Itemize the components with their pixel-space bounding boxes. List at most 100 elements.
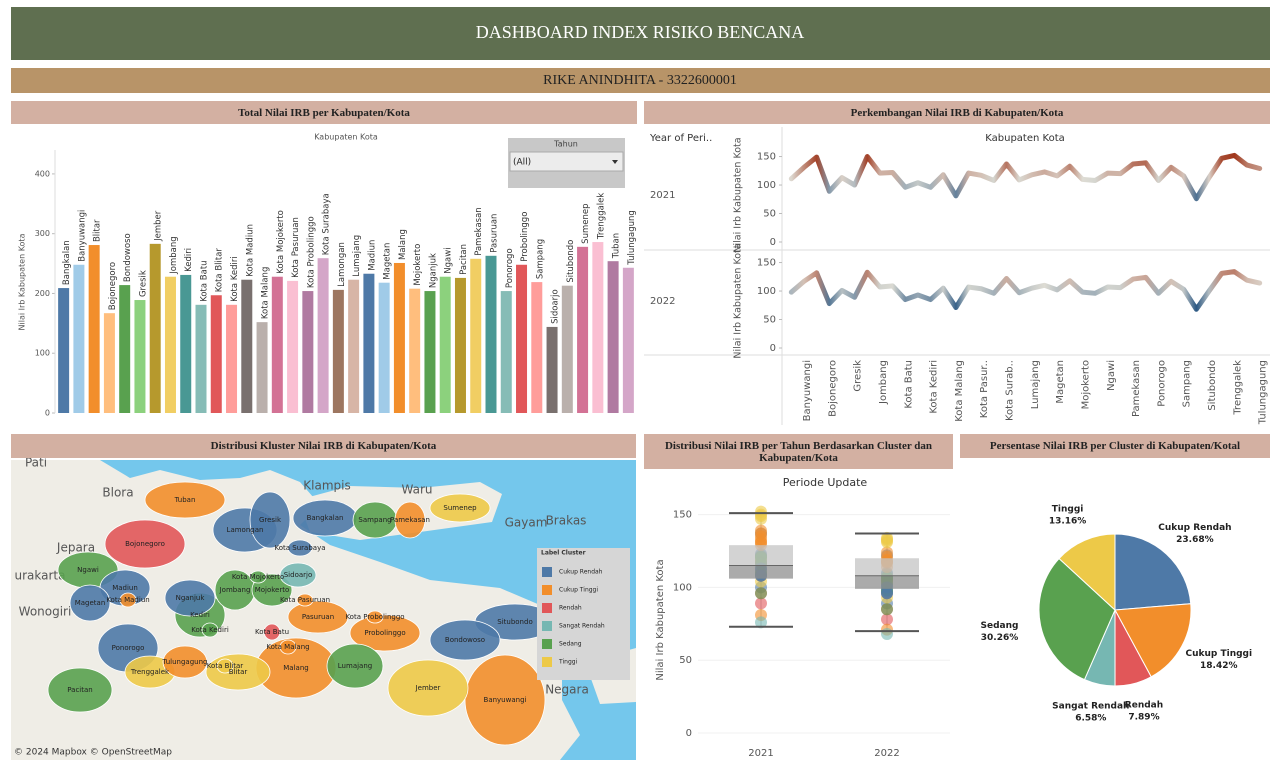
pie-label: Tinggi: [1052, 504, 1084, 514]
x-tick-label: Tulungagung: [1258, 360, 1269, 425]
map-region: [119, 592, 137, 608]
bar: [485, 255, 497, 413]
bar-label: Jember: [154, 210, 164, 242]
bar-label: Lumajang: [352, 235, 362, 277]
legend-title: Label Cluster: [541, 550, 586, 557]
legend-swatch: [542, 621, 552, 631]
legend-box: [537, 548, 630, 680]
bar-label: Kota Kediri: [230, 256, 240, 302]
series-line: [788, 269, 1263, 312]
data-point: [881, 531, 893, 544]
bar-label: Gresik: [138, 270, 148, 297]
map-region: [349, 614, 421, 652]
map-region: [387, 659, 469, 717]
bar-label: Situbondo: [566, 240, 576, 283]
place-label: Klampis: [303, 479, 350, 493]
legend-swatch: [542, 657, 552, 667]
box-upper: [855, 558, 919, 576]
region-label: Kota Blitar: [207, 662, 244, 670]
x-tick-label: Pamekasan: [1131, 360, 1142, 417]
region-label: Pacitan: [67, 686, 92, 694]
map-region: [464, 654, 546, 746]
bar: [592, 242, 604, 413]
y-tick-label: 50: [679, 655, 692, 666]
bar-label: Ngawi: [444, 247, 454, 273]
subtitle-bar: [11, 68, 1270, 93]
place-label: Gayam: [505, 516, 548, 530]
pie-slice: [1114, 533, 1192, 611]
panel-header: Perkembangan Nilai IRB di Kabupaten/Kota: [644, 101, 1270, 124]
series-line: [788, 152, 1263, 202]
region-label: Sumenep: [443, 504, 477, 512]
region-label: Sidoarjo: [284, 571, 313, 579]
bar: [454, 277, 466, 413]
y-axis-label: Nilai Irb Kabupaten Kota: [733, 243, 744, 358]
bar-label: Kota Probolinggo: [306, 216, 316, 288]
x-tick-label: Ngawi: [1106, 360, 1117, 391]
region-label: Pasuruan: [302, 613, 334, 621]
place-label: Negara: [545, 683, 589, 697]
map-region: [279, 639, 297, 655]
bar: [439, 276, 451, 413]
y-tick-label: 400: [35, 169, 50, 178]
x-tick-label: Bojonegoro: [827, 360, 838, 417]
map-region: [216, 658, 234, 674]
year-filter[interactable]: Tahun (All): [508, 138, 625, 188]
bar-label: Pasuruan: [490, 214, 500, 253]
bar-label: Kota Mojokerto: [276, 210, 286, 274]
bar-label: Kota Pasuruan: [291, 217, 301, 278]
region-label: Madiun: [112, 584, 138, 592]
map-region: [279, 562, 317, 588]
region-label: Magetan: [75, 599, 106, 607]
pie-label: Rendah: [1125, 700, 1163, 710]
bar-label: Kota Batu: [200, 260, 210, 301]
map-region: [69, 584, 111, 622]
data-point: [881, 613, 893, 626]
filter-select[interactable]: [509, 151, 624, 172]
x-tick-label: Banyuwangi: [802, 360, 813, 421]
region-label: Tuban: [174, 496, 196, 504]
bar: [393, 262, 405, 413]
bar-label: Tulungagung: [627, 210, 637, 266]
region-label: Malang: [283, 664, 308, 672]
bar-label: Ponorogo: [505, 248, 515, 288]
data-point: [755, 616, 767, 629]
place-label: Wonogiri: [19, 605, 72, 619]
x-tick-label: Kota Malang: [954, 360, 965, 422]
map-region: [296, 593, 314, 607]
bar: [88, 245, 100, 413]
row-label: 2022: [650, 296, 675, 307]
bar: [302, 291, 314, 413]
panel-header: Total Nilai IRB per Kabupaten/Kota: [11, 101, 637, 124]
place-label: urakarta: [15, 569, 66, 583]
pie-label: Sangat Rendah: [1052, 701, 1129, 711]
legend-label: Cukup Rendah: [559, 569, 603, 576]
region-label: Kota Madiun: [106, 596, 149, 604]
x-tick-label: Kota Batu: [903, 360, 914, 409]
title-bar: [11, 7, 1270, 60]
bar: [348, 279, 360, 413]
bar-label: Madiun: [367, 240, 377, 271]
map-attribution: © 2024 Mapbox © OpenStreetMap: [14, 748, 172, 758]
pie-slice: [1038, 557, 1116, 681]
region-label: Pamekasan: [390, 516, 430, 524]
y-tick-label: 150: [757, 152, 776, 163]
x-tick-label: Situbondo: [1207, 360, 1218, 411]
panel-header: Distribusi Nilai IRB per Tahun Berdasark…: [644, 434, 953, 469]
data-point: [755, 597, 767, 610]
map-region: [394, 501, 426, 539]
x-tick-label: 2021: [748, 748, 773, 759]
y-tick-label: 0: [45, 409, 50, 418]
bar: [317, 258, 329, 413]
region-label: Tulungagung: [162, 658, 208, 666]
data-point: [755, 530, 767, 543]
row-header: Year of Peri..: [649, 133, 712, 144]
data-point: [881, 603, 893, 616]
bar: [363, 273, 375, 413]
box-upper: [729, 545, 793, 566]
region-label: Kota Surabaya: [275, 544, 326, 552]
bar: [226, 304, 238, 413]
box-lower: [729, 565, 793, 579]
y-tick-label: 0: [686, 728, 692, 739]
place-label: Pati: [25, 456, 47, 470]
